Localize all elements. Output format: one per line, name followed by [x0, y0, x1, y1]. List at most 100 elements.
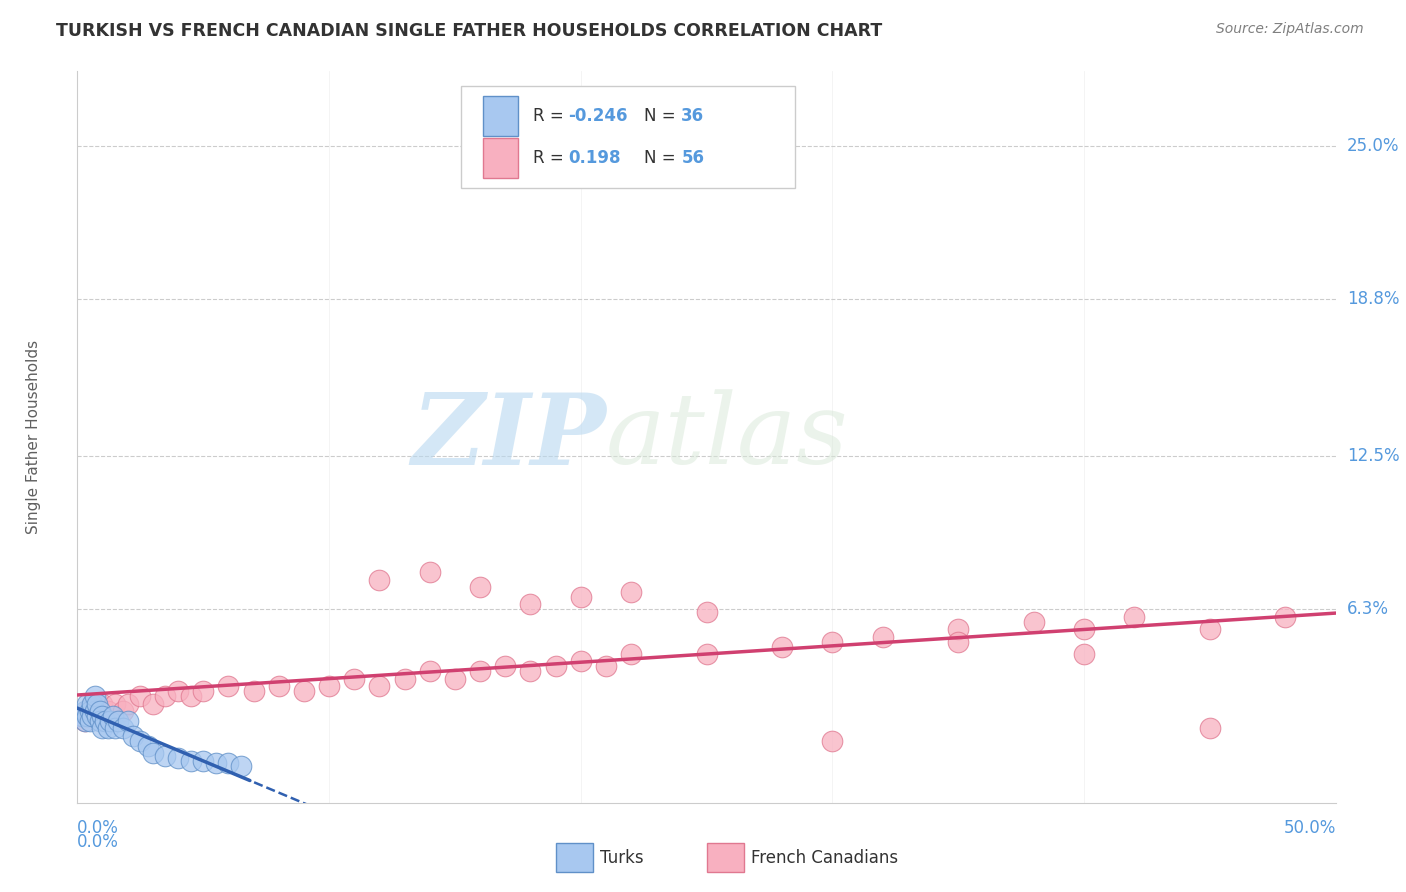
Point [1073, 622, 1095, 636]
Point [419, 665, 441, 679]
Point [142, 746, 165, 760]
Point [620, 647, 643, 661]
Point [696, 605, 718, 619]
Point [620, 585, 643, 599]
Point [117, 714, 139, 728]
Text: atlas: atlas [606, 390, 849, 484]
Point [82, 697, 104, 711]
Point [129, 734, 152, 748]
Point [76, 709, 98, 723]
Point [821, 634, 844, 648]
Point [872, 630, 894, 644]
Text: Turks: Turks [599, 848, 643, 867]
Text: ZIP: ZIP [411, 389, 606, 485]
Text: N =: N = [644, 149, 681, 167]
Point [343, 672, 366, 686]
Point [73, 714, 96, 728]
Point [242, 684, 264, 698]
Point [82, 709, 104, 723]
Point [229, 758, 252, 772]
Point [98, 714, 121, 728]
Point [180, 689, 202, 703]
Point [82, 697, 104, 711]
Text: Single Father Households: Single Father Households [25, 340, 41, 534]
Point [111, 722, 134, 736]
Point [86, 697, 108, 711]
Text: 0.0%: 0.0% [77, 819, 120, 837]
FancyBboxPatch shape [555, 843, 593, 872]
Point [76, 697, 98, 711]
Point [468, 580, 491, 594]
FancyBboxPatch shape [482, 138, 517, 178]
Point [770, 640, 793, 654]
Text: 50.0%: 50.0% [1284, 819, 1336, 837]
Text: TURKISH VS FRENCH CANADIAN SINGLE FATHER HOUSEHOLDS CORRELATION CHART: TURKISH VS FRENCH CANADIAN SINGLE FATHER… [56, 22, 883, 40]
Point [96, 722, 118, 736]
Point [1274, 610, 1296, 624]
Text: 18.8%: 18.8% [1347, 291, 1399, 309]
Point [86, 709, 108, 723]
Point [191, 754, 215, 768]
Point [1073, 647, 1095, 661]
Point [368, 573, 391, 587]
Text: R =: R = [533, 149, 569, 167]
Point [104, 722, 127, 736]
Point [91, 709, 114, 723]
Point [167, 751, 190, 765]
Point [96, 704, 118, 718]
Point [73, 714, 96, 728]
Text: 12.5%: 12.5% [1347, 447, 1399, 465]
Point [155, 748, 177, 763]
Point [191, 684, 215, 698]
Text: -0.246: -0.246 [568, 107, 627, 125]
Point [73, 704, 96, 718]
Text: R =: R = [533, 107, 569, 125]
Point [544, 659, 567, 673]
Point [494, 659, 516, 673]
Point [217, 679, 239, 693]
Text: 0.198: 0.198 [568, 149, 620, 167]
Text: 0.0%: 0.0% [77, 833, 120, 851]
Point [468, 665, 491, 679]
Text: 6.3%: 6.3% [1347, 600, 1389, 618]
Point [136, 739, 159, 753]
Point [948, 634, 970, 648]
Text: 36: 36 [682, 107, 704, 125]
Point [167, 684, 190, 698]
Point [84, 704, 107, 718]
Point [72, 709, 94, 723]
Point [121, 729, 143, 743]
Text: 56: 56 [682, 149, 704, 167]
Point [111, 704, 134, 718]
Point [89, 704, 111, 718]
FancyBboxPatch shape [482, 96, 517, 136]
Point [72, 709, 94, 723]
Point [1198, 622, 1220, 636]
Point [569, 655, 592, 669]
Point [104, 697, 127, 711]
Point [89, 714, 111, 728]
Point [91, 722, 114, 736]
Point [948, 622, 970, 636]
Point [155, 689, 177, 703]
Point [292, 684, 315, 698]
Point [94, 714, 117, 728]
Point [1123, 610, 1146, 624]
Text: 25.0%: 25.0% [1347, 136, 1399, 154]
Point [569, 590, 592, 604]
Point [217, 756, 239, 771]
Point [444, 672, 467, 686]
Text: N =: N = [644, 107, 681, 125]
Point [129, 689, 152, 703]
Point [86, 709, 108, 723]
FancyBboxPatch shape [461, 86, 794, 188]
Point [107, 714, 129, 728]
Point [1198, 722, 1220, 736]
Point [519, 598, 541, 612]
Point [595, 659, 617, 673]
Point [696, 647, 718, 661]
Text: Source: ZipAtlas.com: Source: ZipAtlas.com [1216, 22, 1364, 37]
Point [117, 697, 139, 711]
Point [101, 709, 124, 723]
Point [84, 689, 107, 703]
